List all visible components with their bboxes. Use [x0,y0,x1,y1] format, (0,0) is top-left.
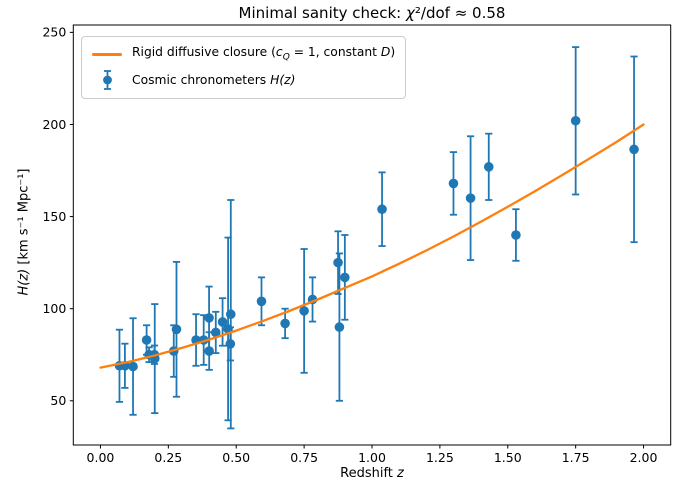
curve-line-icon [92,53,122,56]
data-point [465,193,476,203]
y-axis-math: H(z) [16,268,32,296]
title-chi-symbol: χ [406,4,415,22]
data-point [333,257,343,268]
x-axis-label: Redshift z [73,466,671,481]
data-point [210,327,221,338]
curve-swatch-cell [91,53,123,56]
tick-labels: 0.00 0.25 0.50 0.75 1.00 1.25 1.50 1.75 2.00 50 10… [42,25,657,465]
x-tick-label: 0.75 [290,450,318,465]
data-point [225,309,236,320]
data-point [340,272,350,283]
data-point [141,335,152,345]
x-axis-var: z [397,466,404,481]
x-tick-label: 1.00 [358,450,386,465]
y-tick-label: 150 [42,209,66,224]
data-point [256,296,267,307]
x-tick-label: 1.75 [562,450,590,465]
data-point [511,230,521,240]
y-tick-label: 250 [42,25,66,40]
data-point [629,144,639,155]
x-axis-text: Redshift [340,466,398,481]
curve-line [99,123,645,369]
data-point [334,322,345,332]
data-point [280,318,290,329]
data-point [299,306,309,316]
title-text: Minimal sanity check: [238,4,406,22]
x-tick-label: 2.00 [630,450,658,465]
errorbar-swatch-cell [91,69,123,91]
data-point [448,178,459,189]
y-tick-label: 200 [42,117,66,132]
legend-curve-label: Rigid diffusive closure (cQ = 1, constan… [132,44,396,63]
legend: Rigid diffusive closure (cQ = 1, constan… [81,36,407,99]
x-tick-label: 0.50 [222,450,250,465]
x-tick-label: 0.00 [87,450,115,465]
data-point [204,313,214,323]
errorbar-marker-icon [102,69,112,90]
legend-item-data: Cosmic chronometers H(z) [91,67,395,92]
title-stat: ²/dof ≈ 0.58 [414,4,506,22]
x-tick-label: 0.25 [154,450,182,465]
data-point [171,324,182,335]
error-bars [115,46,638,430]
chart-title: Minimal sanity check: χ²/dof ≈ 0.58 [73,3,671,23]
legend-data-label: Cosmic chronometers H(z) [132,72,296,87]
y-tick-label: 50 [50,393,66,408]
legend-item-curve: Rigid diffusive closure (cQ = 1, constan… [91,42,395,67]
data-point [377,204,387,215]
tick-marks [69,31,645,449]
data-point [483,162,494,172]
data-point [217,317,228,327]
x-tick-label: 1.25 [426,450,454,465]
y-axis-units: [km s⁻¹ Mpc⁻¹] [16,168,32,269]
data-point [204,346,214,356]
data-point [570,115,581,126]
x-tick-label: 1.50 [494,450,522,465]
y-tick-label: 100 [42,301,66,316]
data-point [225,339,236,349]
data-point [128,361,138,372]
data-points [114,115,639,372]
y-axis-label: H(z) [km s⁻¹ Mpc⁻¹] [17,168,32,295]
